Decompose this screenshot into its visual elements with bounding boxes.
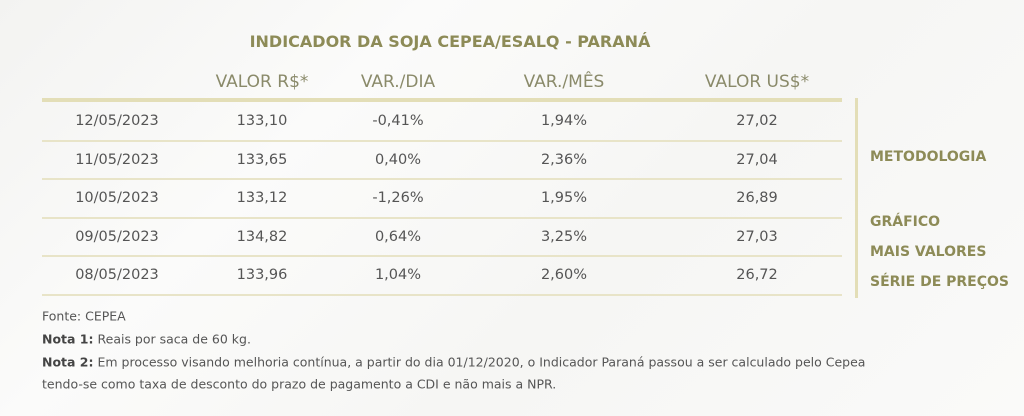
note: Nota 1: Reais por saca de 60 kg. [42, 332, 251, 347]
table-title: INDICADOR DA SOJA CEPEA/ESALQ - PARANÁ [249, 32, 651, 51]
divider [855, 98, 858, 298]
value-cell: 2,60% [540, 267, 588, 284]
note-label: Nota 1: [42, 331, 94, 347]
value-cell: 27,03 [736, 228, 778, 245]
note-text: Reais por saca de 60 kg. [97, 331, 251, 347]
value-cell: 27,04 [736, 151, 778, 168]
column-header: VALOR US$* [704, 72, 810, 92]
column-header: VAR./MÊS [523, 72, 605, 92]
value-cell: 3,25% [540, 228, 588, 245]
table-top-rule [42, 98, 842, 102]
side-link[interactable]: METODOLOGIA [870, 149, 987, 165]
row-rule [42, 293, 842, 296]
row-rule [42, 178, 842, 180]
row-rule [42, 216, 842, 219]
value-cell: 1,04% [374, 267, 422, 284]
value-cell: 2,36% [540, 151, 588, 168]
column-header: VALOR R$* [215, 72, 309, 92]
row-rule [42, 255, 842, 257]
date-cell: 10/05/2023 [75, 190, 159, 207]
source: Fonte: CEPEA [42, 308, 126, 324]
value-cell: 133,10 [236, 113, 288, 130]
column-header: VAR./DIA [360, 72, 436, 92]
note: Nota 2: Em processo visando melhoria con… [42, 355, 865, 370]
value-cell: 134,82 [236, 228, 288, 245]
value-cell: 26,72 [736, 267, 778, 284]
value-cell: 1,94% [540, 113, 588, 130]
note-label: Nota 2: [42, 354, 94, 370]
note-continuation: tendo-se como taxa de desconto do prazo … [42, 376, 557, 392]
side-link[interactable]: GRÁFICO [870, 214, 941, 230]
value-cell: -1,26% [372, 190, 424, 207]
date-cell: 08/05/2023 [75, 267, 159, 284]
row-rule [42, 139, 842, 142]
date-cell: 12/05/2023 [75, 113, 159, 130]
value-cell: 27,02 [736, 113, 778, 130]
value-cell: 26,89 [736, 190, 778, 207]
value-cell: -0,41% [372, 113, 424, 130]
value-cell: 1,95% [540, 190, 588, 207]
value-cell: 133,65 [236, 151, 288, 168]
side-link[interactable]: SÉRIE DE PREÇOS [870, 274, 1009, 290]
value-cell: 133,96 [236, 267, 288, 284]
note-text: Em processo visando melhoria contínua, a… [97, 354, 866, 370]
side-link[interactable]: MAIS VALORES [870, 244, 987, 260]
date-cell: 09/05/2023 [75, 228, 159, 245]
value-cell: 0,40% [374, 151, 422, 168]
date-cell: 11/05/2023 [75, 151, 159, 168]
value-cell: 0,64% [374, 228, 422, 245]
value-cell: 133,12 [236, 190, 288, 207]
